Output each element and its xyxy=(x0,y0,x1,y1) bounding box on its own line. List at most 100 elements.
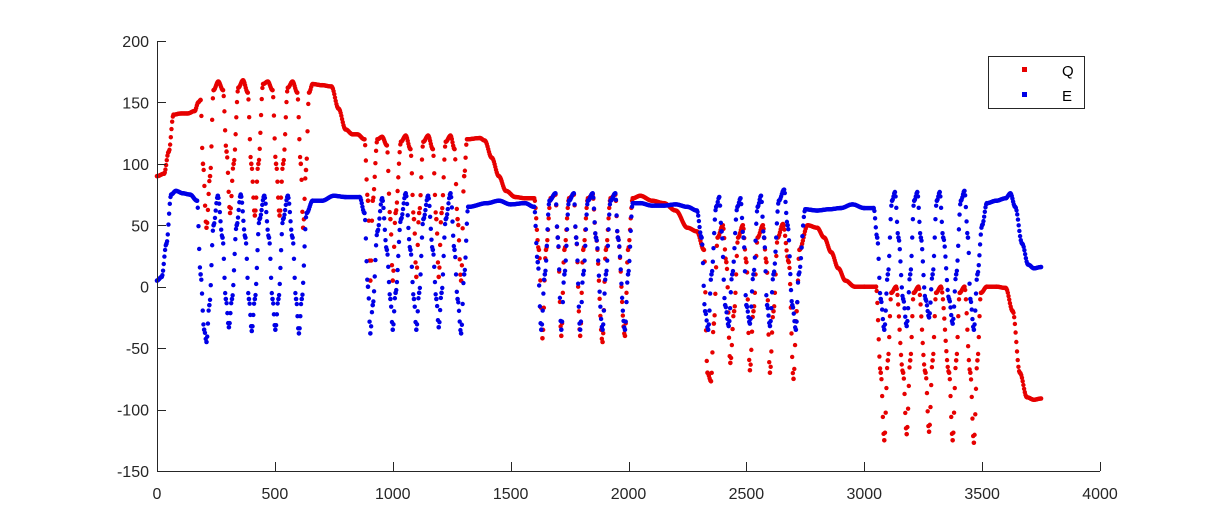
sample-dot xyxy=(970,316,975,322)
sample-dot xyxy=(605,243,611,248)
sample-dot xyxy=(275,179,280,184)
sample-dot xyxy=(955,258,960,263)
data-point xyxy=(744,259,749,265)
sample-dot xyxy=(248,154,253,160)
legend-marker-e xyxy=(1022,92,1027,97)
sample-dot xyxy=(946,369,951,374)
sample-dot xyxy=(939,285,944,291)
sample-dot xyxy=(765,306,771,311)
sample-dot xyxy=(973,386,979,392)
sample-dot xyxy=(456,238,462,243)
data-point xyxy=(885,358,891,363)
sample-dot xyxy=(259,96,264,102)
sample-dot xyxy=(199,291,205,296)
sample-dot xyxy=(615,228,620,234)
sample-dot xyxy=(383,245,389,250)
sample-dot xyxy=(446,201,451,206)
x-tick-label: 3000 xyxy=(846,486,882,503)
sample-dot xyxy=(383,237,388,243)
sample-dot xyxy=(792,366,797,372)
data-point xyxy=(411,216,417,222)
sample-dot xyxy=(437,320,442,325)
sample-dot xyxy=(563,258,568,263)
sample-dot xyxy=(773,249,778,254)
sample-dot xyxy=(422,212,427,217)
sample-dot xyxy=(459,263,465,268)
sample-dot xyxy=(606,216,611,221)
sample-dot xyxy=(235,221,240,226)
data-point xyxy=(223,296,229,302)
sample-dot xyxy=(251,312,256,318)
sample-dot xyxy=(236,207,241,213)
sample-dot xyxy=(169,119,175,124)
sample-dot xyxy=(364,259,369,264)
sample-dot xyxy=(453,181,459,187)
sample-dot xyxy=(359,201,364,206)
sample-dot xyxy=(896,238,902,243)
sample-dot xyxy=(767,359,772,365)
sample-dot xyxy=(373,243,379,248)
data-point xyxy=(542,272,548,277)
sample-dot xyxy=(607,205,612,211)
sample-dot xyxy=(217,209,223,215)
sample-dot xyxy=(369,310,375,315)
sample-dot xyxy=(212,215,218,221)
sample-dot xyxy=(300,280,306,286)
sample-dot xyxy=(1006,293,1011,299)
sample-dot xyxy=(397,149,402,155)
y-tick-label: 50 xyxy=(131,218,149,235)
sample-dot xyxy=(944,349,949,354)
sample-dot xyxy=(197,246,202,252)
sample-dot xyxy=(278,265,283,271)
sample-dot xyxy=(884,385,889,391)
sample-dot xyxy=(721,277,726,282)
sample-dot xyxy=(753,238,758,243)
sample-dot xyxy=(707,308,712,313)
sample-dot xyxy=(385,252,390,257)
sample-dot xyxy=(234,99,240,105)
sample-dot xyxy=(620,313,626,318)
sample-dot xyxy=(961,189,966,195)
sample-dot xyxy=(246,97,251,102)
sample-dot xyxy=(419,157,425,162)
sample-dot xyxy=(431,153,436,158)
sample-dot xyxy=(383,142,389,148)
sample-dot xyxy=(900,293,905,299)
data-point xyxy=(975,358,980,363)
sample-dot xyxy=(877,275,882,280)
sample-dot xyxy=(737,197,742,202)
sample-dot xyxy=(208,282,213,288)
sample-dot xyxy=(256,220,262,226)
sample-dot xyxy=(438,295,444,301)
sample-dot xyxy=(1019,375,1025,380)
sample-dot xyxy=(453,157,458,162)
sample-dot xyxy=(583,227,589,232)
sample-dot xyxy=(938,194,943,199)
sample-dot xyxy=(377,208,383,214)
sample-dot xyxy=(792,342,798,348)
sample-dot xyxy=(623,319,628,324)
sample-dot xyxy=(266,233,271,238)
sample-dot xyxy=(607,212,612,217)
sample-dot xyxy=(902,306,907,311)
sample-dot xyxy=(460,301,465,307)
sample-dot xyxy=(880,316,886,322)
data-point xyxy=(273,161,279,167)
sample-dot xyxy=(242,233,247,238)
sample-dot xyxy=(254,195,259,200)
sample-dot xyxy=(396,239,402,245)
sample-dot xyxy=(167,142,173,147)
sample-dot xyxy=(795,280,801,285)
sample-dot xyxy=(225,170,231,175)
sample-dot xyxy=(977,242,983,247)
sample-dot xyxy=(435,260,441,265)
sample-dot xyxy=(232,147,238,152)
sample-dot xyxy=(920,259,926,264)
sample-dot xyxy=(598,316,604,322)
data-point xyxy=(414,274,419,280)
x-tick-label: 1000 xyxy=(375,486,411,503)
sample-dot xyxy=(256,157,262,163)
sample-dot xyxy=(951,410,957,415)
sample-dot xyxy=(440,206,445,211)
